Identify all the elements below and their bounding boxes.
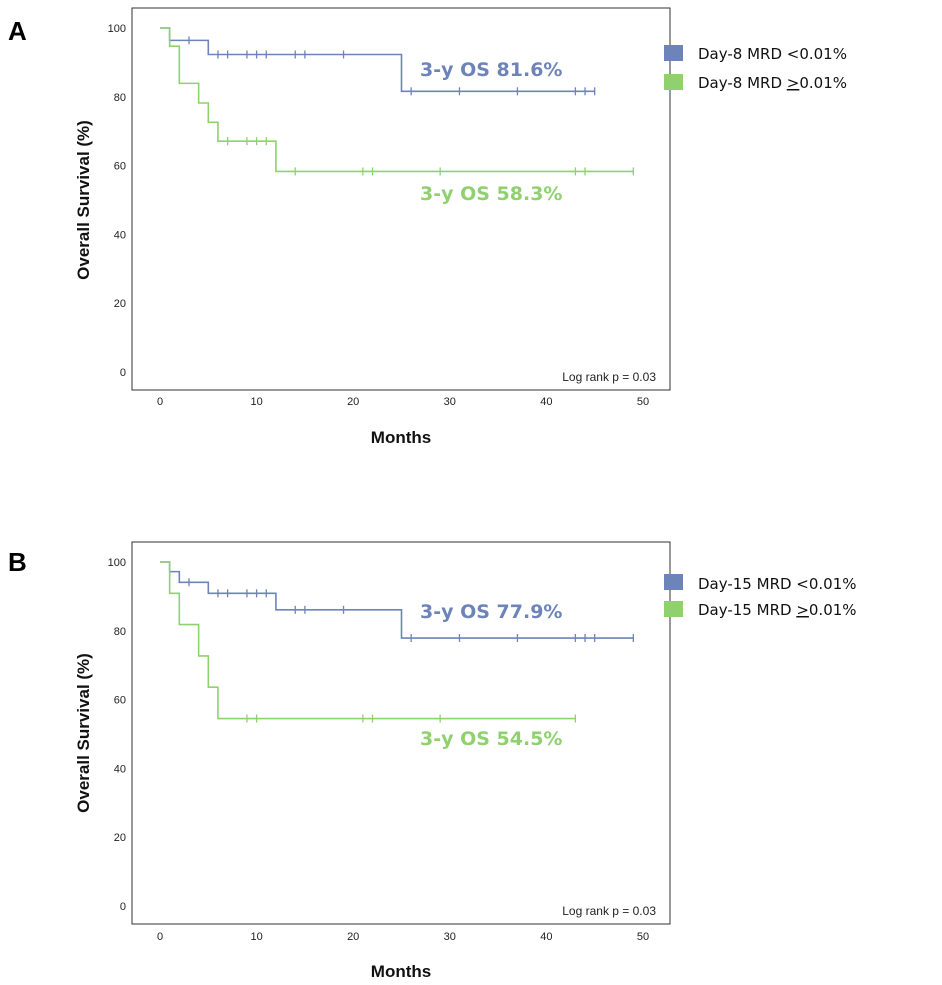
panel-b-curves [160,561,634,723]
panel-b-plot-frame [131,541,671,925]
panel-a-plot-frame [131,7,671,391]
panel-b-x-tick-label: 50 [637,931,649,943]
panel-a-y-tick-label: 80 [114,92,126,104]
panel-a-x-tick-label: 50 [637,396,649,408]
panel-b-letter: B [8,547,27,577]
panel-b-y-tick-label: 20 [114,832,126,844]
panel-a-y-ticks: 0 20 40 60 80 100 [108,23,126,379]
panel-b-y-axis-title: Overall Survival (%) [74,653,93,813]
panel-b-x-tick-label: 0 [157,931,163,943]
panel-a-y-tick-label: 60 [114,161,126,173]
panel-a-x-tick-label: 30 [444,396,456,408]
panel-b-y-tick-label: 0 [120,901,126,913]
panel-b-y-tick-label: 100 [108,557,126,569]
panel-b-x-axis-title: Months [371,962,431,981]
panel-b-legend-label-mrd-low: Day-15 MRD <0.01% [698,575,857,593]
panel-b-curve-mrd-high [160,561,576,720]
panel-b-y-ticks: 0 20 40 60 80 100 [108,557,126,913]
panel-a-x-tick-label: 20 [347,396,359,408]
panel-b-legend-swatch-mrd-high [664,601,683,617]
panel-b-legend-swatch-mrd-low [664,574,683,590]
panel-b-x-tick-label: 20 [347,931,359,943]
panel-b-y-tick-label: 60 [114,695,126,707]
panel-a-x-axis-title: Months [371,428,431,447]
panel-a-y-tick-label: 20 [114,298,126,310]
panel-b-x-tick-label: 10 [250,931,262,943]
panel-a-x-tick-label: 10 [250,396,262,408]
panel-a-annotation-mrd-high: 3-y OS 58.3% [420,183,562,205]
panel-a-logrank-note: Log rank p = 0.03 [562,370,656,384]
panel-a-annotation-mrd-low: 3-y OS 81.6% [420,59,562,81]
panel-a-legend-swatch-mrd-high [664,74,683,90]
panel-b-annotation-mrd-high: 3-y OS 54.5% [420,728,562,750]
panel-b-x-tick-label: 30 [444,931,456,943]
panel-b-x-ticks: 0 10 20 30 40 50 [157,931,649,943]
panel-a-y-tick-label: 40 [114,229,126,241]
panel-b-legend-label-mrd-high: Day-15 MRD >0.01% [698,601,857,619]
panel-b: B Overall Survival (%) Months 0 20 40 60 80 1… [8,541,857,981]
panel-a-curve-mrd-high [160,27,634,173]
panel-b-logrank-note: Log rank p = 0.03 [562,904,656,918]
panel-b-x-tick-label: 40 [540,931,552,943]
panel-a-x-tick-label: 0 [157,396,163,408]
panel-b-y-tick-label: 80 [114,626,126,638]
panel-a-legend-label-mrd-low: Day-8 MRD <0.01% [698,45,847,63]
panel-a-legend: Day-8 MRD <0.01% Day-8 MRD >0.01% [664,45,847,92]
panel-b-curve-mrd-low [160,561,634,639]
panel-a-legend-swatch-mrd-low [664,45,683,61]
panel-a-y-axis-title: Overall Survival (%) [74,120,93,280]
panel-a-y-tick-label: 0 [120,367,126,379]
panel-a: A Overall Survival (%) Months 0 20 40 60 80 1… [8,7,847,447]
panel-a-letter: A [8,16,27,46]
panel-a-legend-label-mrd-high: Day-8 MRD >0.01% [698,74,847,92]
panel-b-y-tick-label: 40 [114,763,126,775]
panel-a-curves [160,27,634,176]
panel-a-x-ticks: 0 10 20 30 40 50 [157,396,649,408]
panel-a-y-tick-label: 100 [108,23,126,35]
panel-a-x-tick-label: 40 [540,396,552,408]
panel-b-annotation-mrd-low: 3-y OS 77.9% [420,601,562,623]
panel-b-legend: Day-15 MRD <0.01% Day-15 MRD >0.01% [664,574,857,619]
